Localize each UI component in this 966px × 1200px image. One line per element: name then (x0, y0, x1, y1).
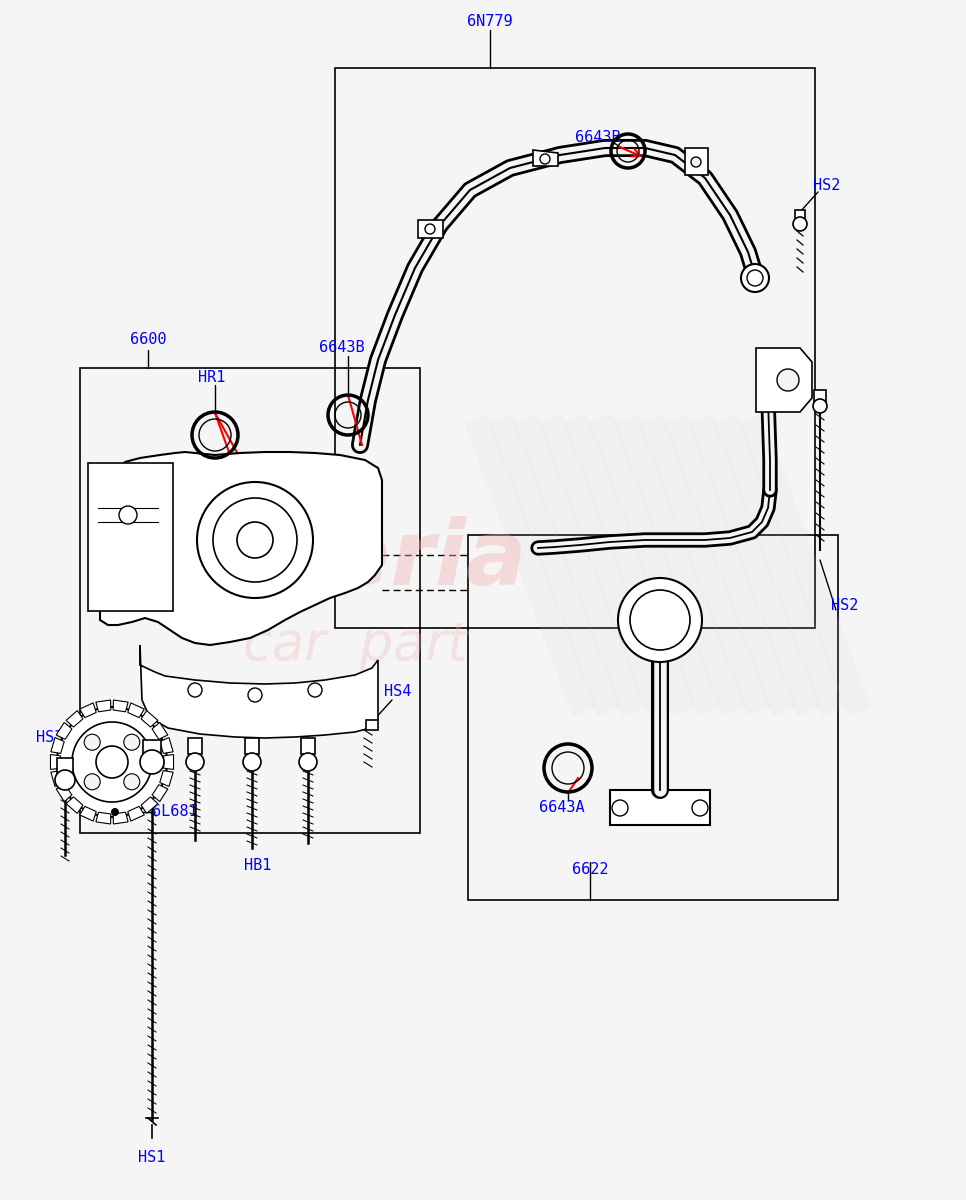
Circle shape (747, 270, 763, 286)
Polygon shape (56, 785, 71, 802)
Polygon shape (128, 806, 144, 821)
Bar (143, 740, 161, 758)
Text: car  part: car part (242, 619, 468, 671)
Bar (814, 390, 826, 404)
Circle shape (57, 707, 167, 817)
Circle shape (299, 754, 317, 770)
Polygon shape (152, 722, 168, 739)
Polygon shape (159, 738, 173, 754)
Polygon shape (418, 220, 443, 238)
Circle shape (691, 157, 701, 167)
Circle shape (692, 800, 708, 816)
Polygon shape (51, 738, 64, 754)
Circle shape (213, 498, 297, 582)
Bar (335, 68, 815, 628)
Polygon shape (100, 452, 382, 646)
Circle shape (237, 522, 273, 558)
Circle shape (84, 734, 100, 750)
Polygon shape (96, 812, 111, 824)
Text: HS2: HS2 (813, 179, 840, 193)
Circle shape (243, 754, 261, 770)
Polygon shape (163, 755, 174, 769)
Bar (188, 738, 202, 754)
Text: 6L681: 6L681 (153, 804, 198, 820)
Polygon shape (159, 770, 173, 786)
Text: 6N779: 6N779 (468, 14, 513, 30)
Circle shape (96, 746, 128, 778)
Bar (366, 720, 378, 730)
Bar (80, 368, 420, 833)
Polygon shape (50, 755, 60, 769)
Bar (57, 758, 73, 774)
Circle shape (540, 154, 550, 164)
Circle shape (124, 734, 140, 750)
Circle shape (111, 808, 119, 816)
Polygon shape (141, 797, 157, 814)
Text: HS3: HS3 (37, 731, 64, 745)
Circle shape (248, 688, 262, 702)
Polygon shape (51, 770, 64, 786)
Bar (468, 535, 838, 900)
Polygon shape (79, 806, 97, 821)
Circle shape (612, 800, 628, 816)
Circle shape (197, 482, 313, 598)
Polygon shape (533, 150, 558, 166)
Polygon shape (113, 812, 128, 824)
Circle shape (425, 224, 435, 234)
Text: 6643B: 6643B (319, 341, 365, 355)
Bar (245, 738, 259, 754)
Text: scuderia: scuderia (93, 516, 526, 604)
Text: HS4: HS4 (384, 684, 412, 700)
Text: HS1: HS1 (138, 1151, 166, 1165)
Polygon shape (128, 703, 144, 718)
Bar (795, 210, 805, 222)
Text: 6643A: 6643A (539, 800, 584, 816)
Circle shape (777, 370, 799, 391)
Circle shape (188, 683, 202, 697)
Polygon shape (141, 710, 157, 727)
Bar (301, 738, 315, 754)
Circle shape (793, 217, 807, 230)
Text: HB1: HB1 (244, 858, 271, 872)
Circle shape (186, 754, 204, 770)
Text: HR1: HR1 (198, 371, 226, 385)
Polygon shape (140, 646, 378, 738)
Text: 6600: 6600 (129, 332, 166, 348)
Polygon shape (610, 790, 710, 826)
Polygon shape (96, 700, 111, 712)
Polygon shape (79, 703, 97, 718)
Circle shape (124, 774, 140, 790)
Bar (88, 463, 173, 611)
Circle shape (119, 506, 137, 524)
Polygon shape (66, 710, 83, 727)
Circle shape (140, 750, 164, 774)
Polygon shape (756, 348, 812, 412)
Polygon shape (113, 700, 128, 712)
Polygon shape (56, 722, 71, 739)
Circle shape (630, 590, 690, 650)
Circle shape (308, 683, 322, 697)
Text: HS2: HS2 (832, 598, 859, 612)
Circle shape (84, 774, 100, 790)
Polygon shape (152, 785, 168, 802)
Circle shape (741, 264, 769, 292)
Circle shape (618, 578, 702, 662)
Circle shape (72, 722, 152, 802)
Text: 6622: 6622 (572, 863, 609, 877)
Circle shape (55, 770, 75, 790)
Polygon shape (685, 148, 708, 175)
Polygon shape (66, 797, 83, 814)
Circle shape (813, 398, 827, 413)
Text: 6643B: 6643B (575, 131, 621, 145)
